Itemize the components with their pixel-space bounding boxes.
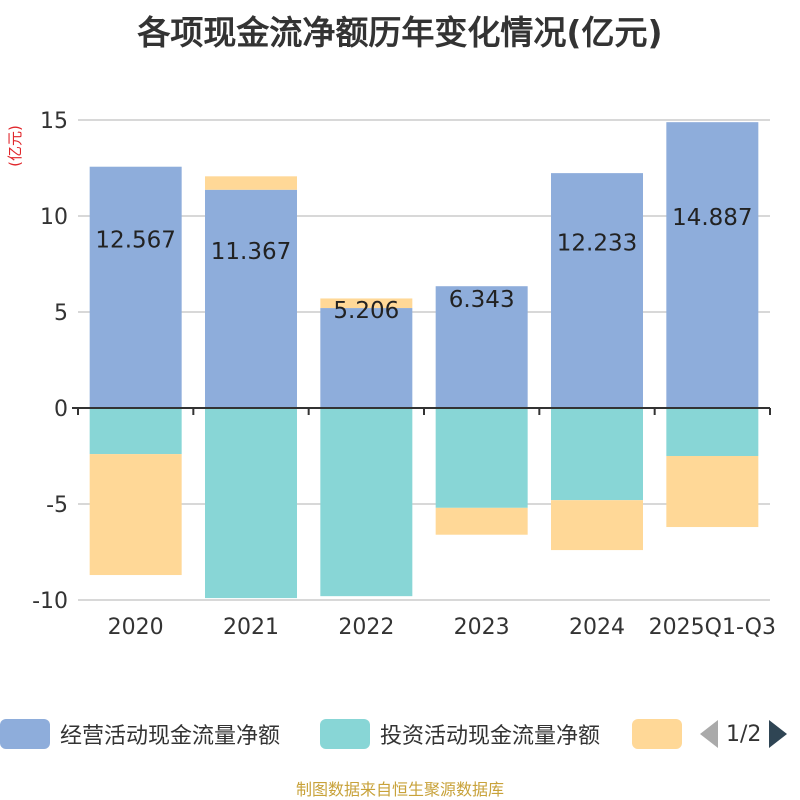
y-tick-label: -10 [32,589,68,614]
bar-chart: -10 -5 0 5 10 15 2020 2021 2022 2023 2024 2025Q1-Q3… [6,109,776,640]
chevron-right-icon[interactable] [769,720,788,748]
chart-title: 各项现金流净额历年变化情况(亿元) [137,13,663,52]
x-tick-label: 2022 [338,615,394,640]
bar-2025Q1-Q3-series-1 [666,408,759,456]
legend-label-operating: 经营活动现金流量净额 [60,724,281,749]
data-label: 11.367 [211,239,291,265]
axes: -10 -5 0 5 10 15 2020 2021 2022 2023 2024 2025Q1-Q3 [32,109,776,640]
data-source-note: 制图数据来自恒生聚源数据库 [295,780,504,799]
bar-2020-series-2 [89,454,182,576]
legend-label-investing: 投资活动现金流量净额 [380,724,601,749]
data-label: 5.206 [333,298,399,324]
data-label: 12.567 [95,227,175,253]
bar-2020-series-0 [89,166,182,408]
y-tick-label: -5 [46,493,68,518]
bar-2020-series-1 [89,408,182,455]
bar-2023-series-1 [435,408,528,508]
legend-swatch-financing [632,719,682,749]
bar-2025Q1-Q3-series-0 [666,122,759,408]
legend-swatch-operating [0,719,50,749]
bar-2021-series-0 [205,189,297,408]
data-label: 6.343 [449,287,515,313]
data-label: 14.887 [672,205,752,231]
x-tick-label: 2021 [223,615,279,640]
bar-2023-series-2 [435,507,528,535]
x-tick-label: 2024 [569,615,625,640]
x-tick-label: 2023 [454,615,510,640]
grid-lines [78,119,770,601]
y-axis-label: (亿元) [6,125,24,167]
legend: 经营活动现金流量净额 投资活动现金流量净额 1/2 [0,716,800,756]
bars [89,122,759,599]
data-labels: 12.567 11.367 5.206 6.343 12.233 14.887 [95,205,752,324]
data-label: 12.233 [557,231,637,257]
bar-2022-series-2 [320,298,413,309]
y-tick-label: 0 [54,397,68,422]
bar-2022-series-0 [320,308,413,408]
bar-2023-series-0 [435,286,528,408]
bar-2021-series-2 [205,176,297,190]
x-tick-label: 2025Q1-Q3 [649,615,776,640]
bar-2021-series-1 [205,408,297,599]
legend-item-investing[interactable]: 投资活动现金流量净额 [320,716,600,752]
bar-2024-series-2 [551,500,643,551]
legend-swatch-investing [320,719,370,749]
y-tick-label: 10 [40,205,68,230]
legend-pager: 1/2 [700,716,788,752]
y-tick-label: 5 [54,301,68,326]
bar-2022-series-1 [320,408,413,597]
y-tick-label: 15 [40,109,68,134]
x-tick-label: 2020 [108,615,164,640]
chevron-left-icon[interactable] [700,720,718,748]
bar-2024-series-1 [551,408,643,501]
legend-item-financing[interactable] [632,716,682,752]
bar-2025Q1-Q3-series-2 [666,456,759,528]
legend-item-operating[interactable]: 经营活动现金流量净额 [0,716,280,752]
legend-page-label: 1/2 [726,721,762,747]
bar-2024-series-0 [551,173,643,408]
